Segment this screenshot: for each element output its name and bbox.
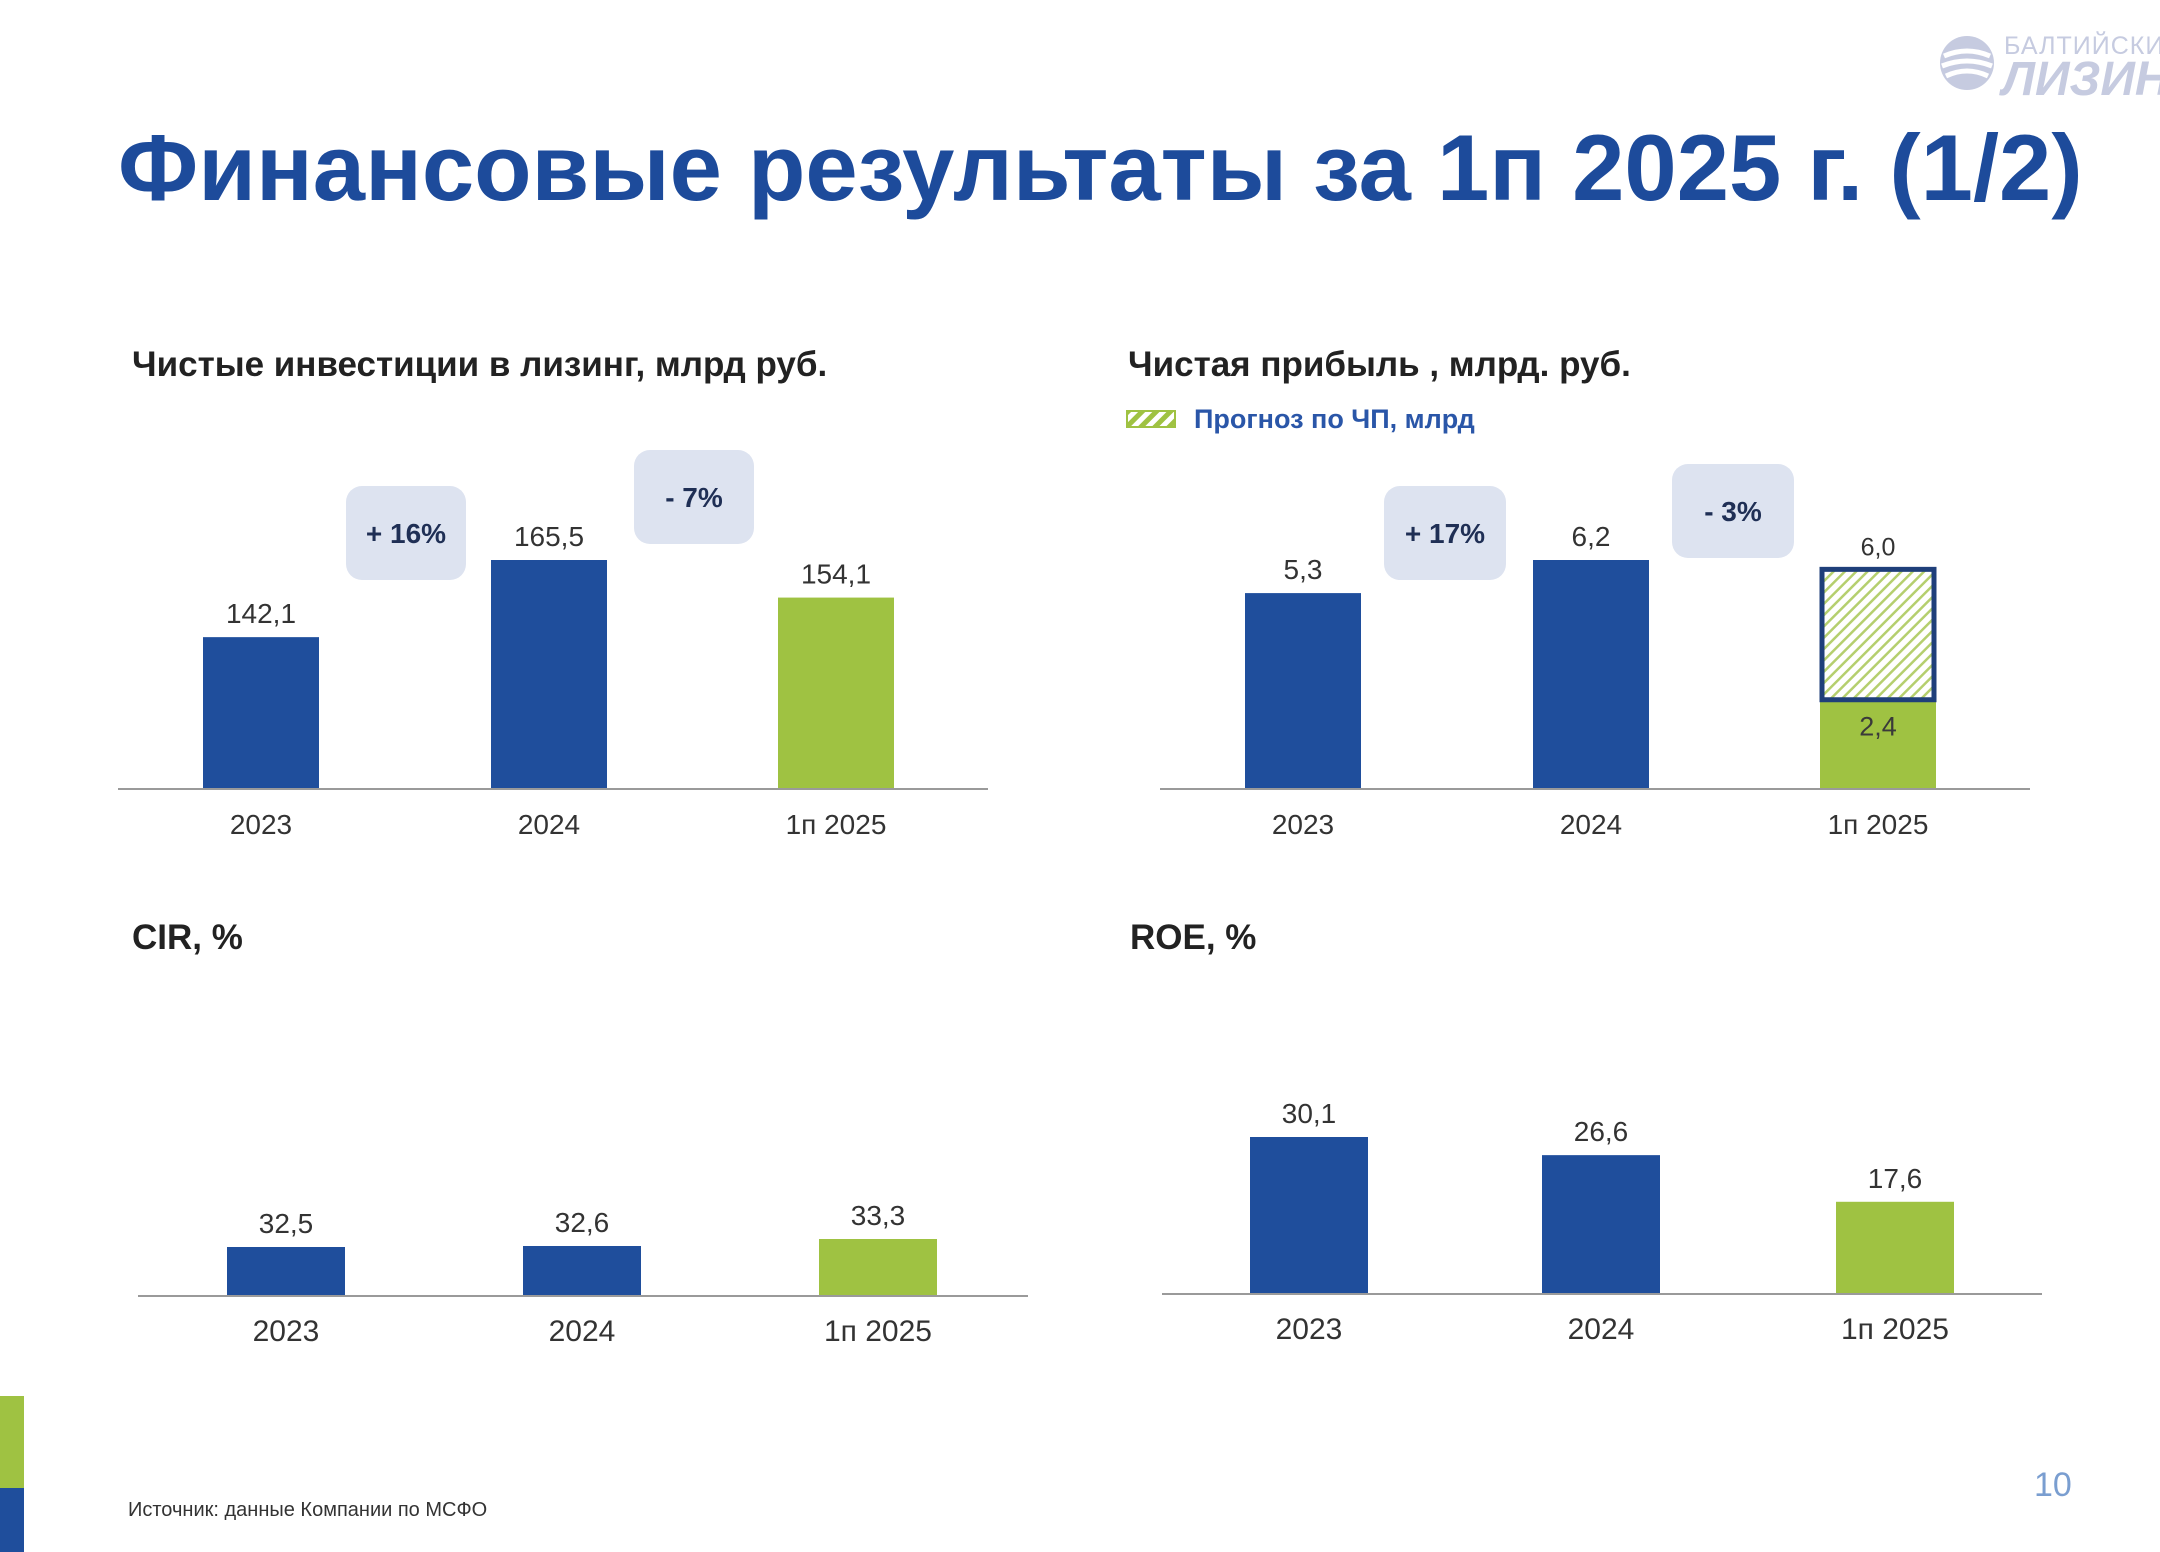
chart-title-net-investments: Чистые инвестиции в лизинг, млрд руб. [132, 345, 828, 384]
chart-title-roe: ROE, % [1130, 918, 1257, 957]
roe-value-label-0: 30,1 [1282, 1098, 1337, 1129]
net-investments-change-label-1: - 7% [665, 482, 723, 513]
net-profit-change-label-1: - 3% [1704, 496, 1762, 527]
page-number: 10 [2034, 1466, 2072, 1504]
logo-text-line2: ЛИЗИНГ [2002, 53, 2160, 98]
net-investments-value-label-2: 154,1 [801, 559, 871, 590]
decorative-stripe-blue [0, 1488, 24, 1552]
net-investments-category-label-1: 2024 [518, 809, 580, 840]
roe-category-label-2: 1п 2025 [1841, 1313, 1949, 1346]
net-profit-value-label-2: 2,4 [1859, 712, 1897, 742]
logo-text-line1: БАЛТИЙСКИЙ [2004, 32, 2160, 60]
roe-bar-2 [1836, 1201, 1954, 1293]
net-profit-bar-2 [1820, 699, 1936, 788]
cir-value-label-1: 32,6 [555, 1207, 610, 1238]
net-investments-category-label-2: 1п 2025 [786, 809, 887, 840]
net-profit-category-label-0: 2023 [1272, 809, 1334, 840]
net-profit-category-label-2: 1п 2025 [1828, 809, 1929, 840]
roe-bar-0 [1250, 1137, 1368, 1293]
net-investments-bar-0 [203, 637, 319, 788]
decorative-stripe-green [0, 1396, 24, 1488]
cir-bar-1 [523, 1246, 641, 1295]
net-investments-change-badge-1 [634, 450, 754, 544]
roe-category-label-0: 2023 [1276, 1313, 1343, 1346]
chart-title-net-profit: Чистая прибыль , млрд. руб. [1128, 345, 1631, 384]
net-profit-forecast-outline [1819, 566, 1937, 703]
roe-value-label-1: 26,6 [1574, 1116, 1629, 1147]
net-investments-change-label-0: + 16% [366, 518, 446, 549]
chart-legend: Прогноз по ЧП, млрд [1126, 402, 1475, 436]
cir-category-label-1: 2024 [549, 1315, 616, 1348]
chart-cir: 32,5 2023 32,6 2024 33,3 1п 2025 [138, 1200, 1028, 1348]
net-profit-value-label-0: 5,3 [1284, 554, 1323, 585]
net-profit-bar-0 [1245, 593, 1361, 788]
net-profit-change-label-0: + 17% [1405, 518, 1485, 549]
net-profit-change-badge-1 [1672, 464, 1794, 558]
roe-category-label-1: 2024 [1568, 1313, 1635, 1346]
net-investments-change-badge-0 [346, 486, 466, 580]
cir-value-label-0: 32,5 [259, 1208, 314, 1239]
cir-value-label-2: 33,3 [851, 1200, 906, 1231]
logo-globe-icon [1940, 36, 1994, 90]
net-investments-bar-1 [491, 560, 607, 788]
cir-bar-2 [819, 1239, 937, 1295]
net-investments-value-label-1: 165,5 [514, 521, 584, 552]
net-profit-forecast-label: 6,0 [1861, 533, 1896, 561]
roe-bar-1 [1542, 1155, 1660, 1293]
net-investments-value-label-0: 142,1 [226, 598, 296, 629]
chart-title-cir: CIR, % [132, 918, 243, 957]
net-investments-category-label-0: 2023 [230, 809, 292, 840]
source-note: Источник: данные Компании по МСФО [128, 1499, 488, 1521]
cir-category-label-2: 1п 2025 [824, 1315, 932, 1348]
net-profit-category-label-1: 2024 [1560, 809, 1622, 840]
chart-roe: 30,1 2023 26,6 2024 17,6 1п 2025 [1162, 1098, 2042, 1346]
cir-bar-0 [227, 1247, 345, 1295]
roe-value-label-2: 17,6 [1868, 1163, 1923, 1194]
net-investments-bar-2 [778, 597, 894, 788]
page-title: Финансовые результаты за 1п 2025 г. (1/2… [118, 115, 2083, 220]
company-logo: БАЛТИЙСКИЙ ЛИЗИНГ [1936, 28, 2160, 98]
net-profit-forecast-fill [1820, 567, 1936, 700]
net-profit-bar-1 [1533, 560, 1649, 788]
chart-net-investments: 142,1 2023 165,5 2024 154,1 1п 2025 + 16% - 7% [118, 450, 988, 840]
net-profit-change-badge-0 [1384, 486, 1506, 580]
chart-net-profit: 5,3 2023 6,2 2024 6,0 2,4 1п 2025 + 17% - 3% [1160, 464, 2030, 840]
net-profit-value-label-1: 6,2 [1572, 521, 1611, 552]
cir-category-label-0: 2023 [253, 1315, 320, 1348]
legend-hatched-swatch-icon [1126, 410, 1176, 428]
legend-label: Прогноз по ЧП, млрд [1194, 403, 1475, 434]
